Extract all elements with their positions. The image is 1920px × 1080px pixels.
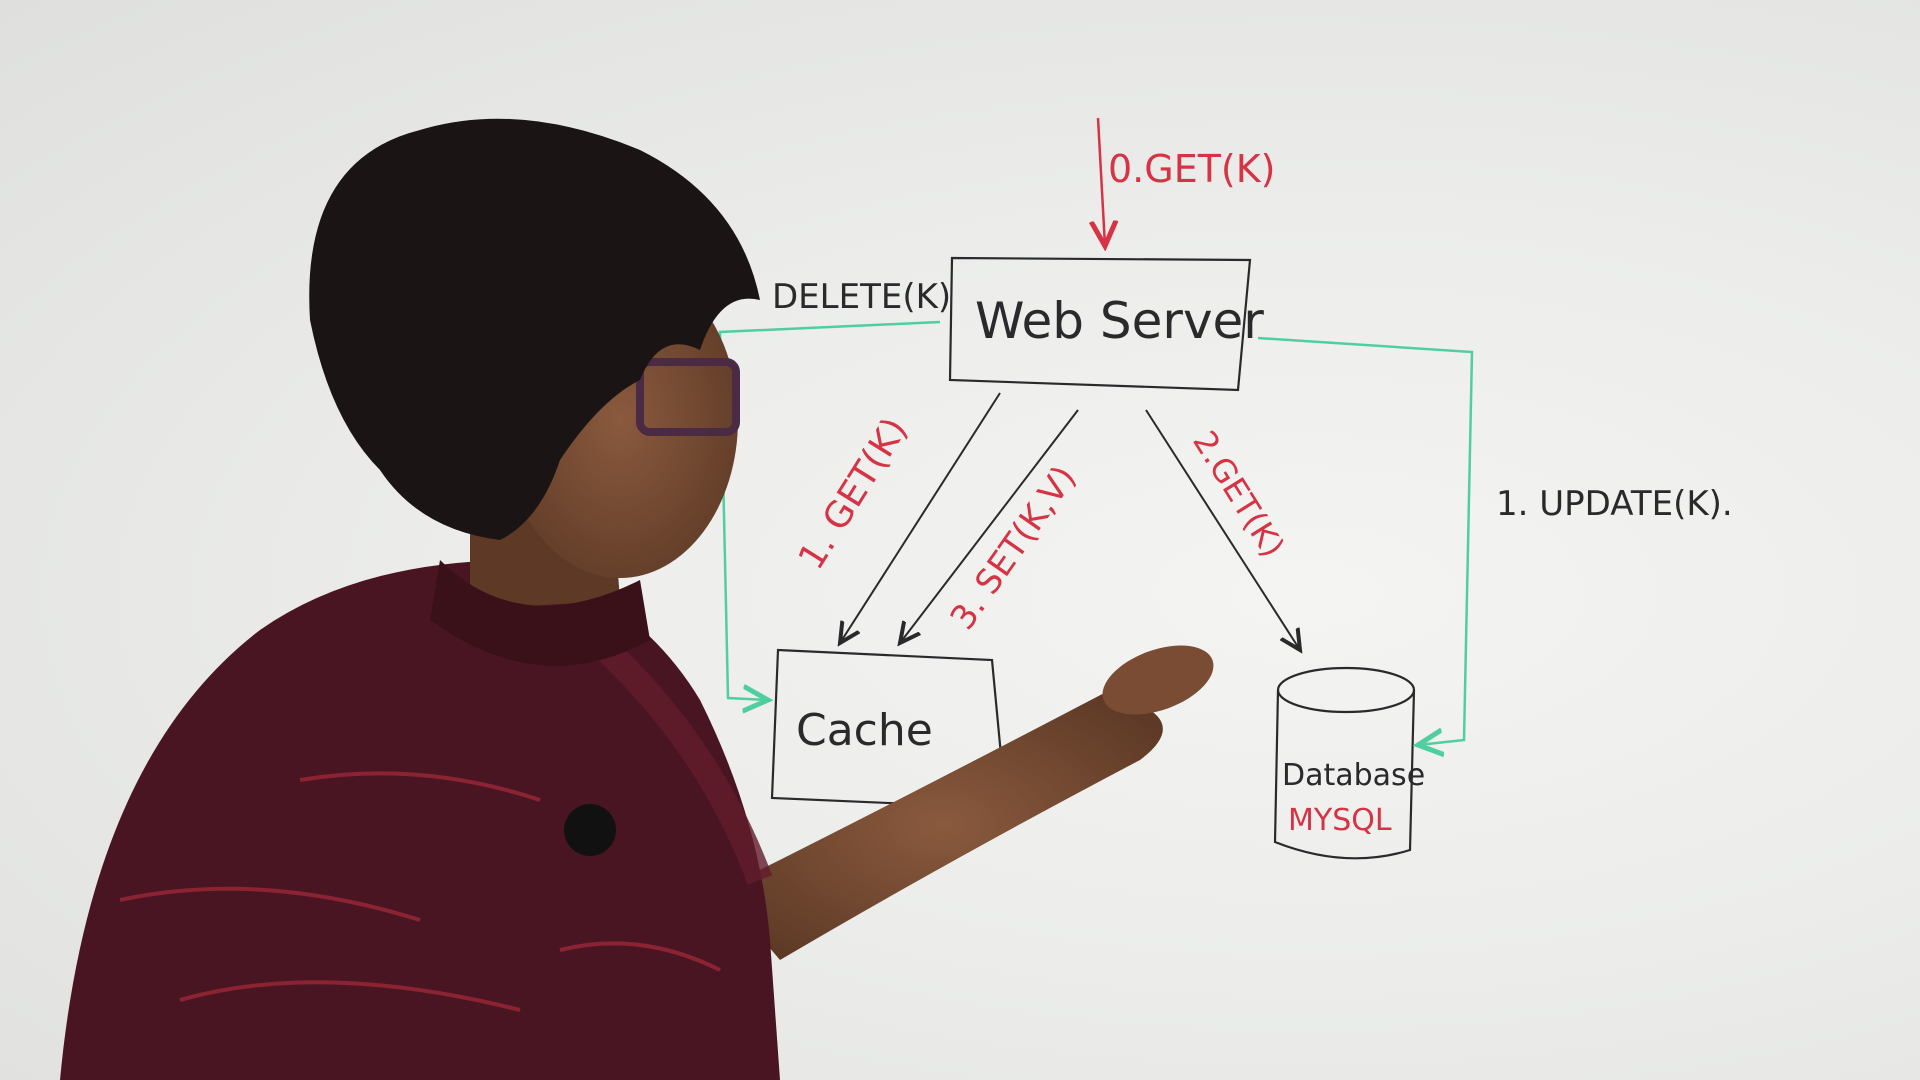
delete-label: DELETE(K): [772, 277, 951, 317]
presenter-hair: [309, 118, 760, 540]
cache-label: Cache: [796, 705, 933, 756]
step-2-get-label: 2.GET(K): [1185, 424, 1292, 564]
update-label: 1. UPDATE(K).: [1496, 484, 1733, 524]
web-server-label: Web Server: [975, 292, 1264, 350]
update-path: [1257, 336, 1474, 745]
delete-path: [718, 320, 941, 700]
presenter-arm: [720, 690, 1163, 960]
lapel-microphone: [564, 804, 616, 856]
step-3-set-label: 3. SET(K,V): [943, 459, 1085, 638]
database-engine-label: MYSQL: [1288, 803, 1392, 838]
get-database-arrow: [1145, 409, 1300, 650]
step-1-get-label: 1. GET(K): [791, 411, 916, 577]
presenter-shirt: [60, 560, 780, 1080]
database-cylinder: Database MYSQL: [1273, 666, 1425, 860]
web-server-box: Web Server: [948, 256, 1264, 392]
presenter-hand: [1102, 645, 1214, 715]
step-0-label: 0.GET(K): [1108, 147, 1276, 191]
set-cache-arrow: [900, 409, 1079, 643]
get-cache-arrow: [840, 392, 1001, 643]
incoming-request-arrow: [1098, 117, 1105, 246]
presenter: [60, 118, 1214, 1080]
database-label: Database: [1282, 758, 1425, 793]
glasses: [636, 358, 740, 436]
